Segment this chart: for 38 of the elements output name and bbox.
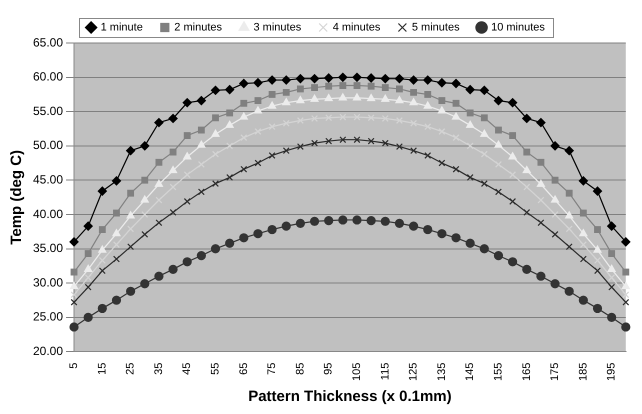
- x-tick-label: 175: [549, 362, 562, 382]
- x-tick-label: 65: [238, 362, 250, 375]
- x-tick-label: 5: [68, 362, 80, 369]
- x-tick-label: 15: [96, 362, 108, 375]
- x-tick-label: 25: [124, 362, 137, 375]
- x-tick-label: 45: [181, 362, 194, 375]
- x-tick-label: 185: [577, 362, 590, 382]
- legend-label: 2 minutes: [174, 22, 222, 34]
- y-tick-label: 40.00: [33, 206, 64, 221]
- legend-label: 1 minute: [100, 22, 143, 34]
- x-tick-label: 195: [606, 362, 618, 382]
- legend-label: 10 minutes: [491, 22, 546, 34]
- legend-label: 5 minutes: [412, 22, 460, 34]
- x-axis-title: Pattern Thickness (x 0.1mm): [248, 388, 452, 406]
- legend-label: 3 minutes: [254, 22, 302, 34]
- x-tick-label: 135: [436, 362, 448, 382]
- x-tick-label: 125: [408, 362, 420, 382]
- x-tick-label: 145: [464, 362, 476, 382]
- x-tick-label: 75: [266, 362, 278, 375]
- y-tick-label: 35.00: [33, 241, 64, 256]
- y-tick-label: 55.00: [33, 104, 64, 118]
- x-tick-label: 95: [322, 362, 335, 375]
- x-tick-label: 85: [294, 362, 306, 375]
- y-tick-label: 20.00: [33, 344, 64, 358]
- y-tick-label: 50.00: [33, 138, 64, 152]
- y-axis-title: Temp (deg C): [8, 150, 26, 245]
- x-tick-label: 115: [379, 362, 392, 380]
- x-tick-label: 35: [152, 362, 165, 375]
- y-tick-label: 30.00: [33, 275, 64, 290]
- y-tick-label: 45.00: [33, 172, 64, 186]
- y-tick-label: 65.00: [33, 35, 64, 50]
- y-tick-label: 25.00: [33, 310, 64, 324]
- x-tick-label: 105: [351, 362, 364, 382]
- x-tick-label: 165: [520, 362, 533, 382]
- y-tick-label: 60.00: [33, 70, 64, 84]
- x-tick-label: 155: [492, 362, 504, 382]
- x-tick-label: 55: [210, 362, 222, 375]
- legend-label: 4 minutes: [332, 22, 381, 34]
